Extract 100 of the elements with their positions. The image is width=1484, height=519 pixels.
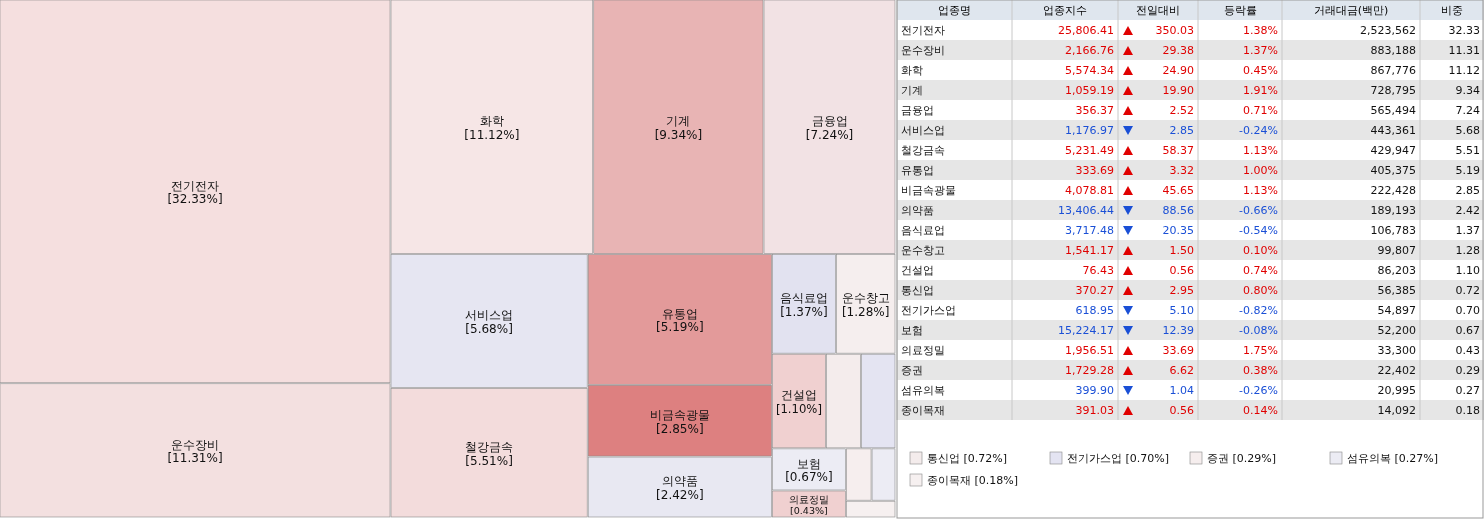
data-label: 0.56 (1169, 404, 1194, 417)
data-label: 15,224.17 (1058, 324, 1114, 337)
data-label: 32.33 (1448, 24, 1480, 37)
data-label: 1,956.51 (1065, 344, 1114, 357)
text: 업종지수 (1043, 4, 1087, 17)
data-label: 1.38% (1243, 24, 1278, 37)
data-label: 0.45% (1243, 64, 1278, 77)
data-label: 33,300 (1377, 344, 1416, 357)
category-label: 금융업 (901, 104, 934, 117)
data-label: 13,406.44 (1058, 204, 1114, 217)
data-label: 86,203 (1377, 264, 1416, 277)
data-label: [32.33%] (167, 192, 223, 207)
data-label: 1.04 (1169, 384, 1194, 397)
data-label: 52,200 (1377, 324, 1416, 337)
data-label: [2.42%] (656, 488, 704, 503)
data-label: 0.67 (1455, 324, 1480, 337)
category-label: 섬유의복 (1347, 452, 1391, 465)
category-label: 증권 (901, 364, 923, 377)
data-label: 1,541.17 (1065, 244, 1114, 257)
data-label: 2.52 (1169, 104, 1194, 117)
category-label: 전기가스업 (1067, 452, 1122, 465)
data-label: 2.95 (1169, 284, 1194, 297)
data-label: 2.85 (1455, 184, 1480, 197)
category-label: 금융업 (811, 113, 848, 128)
data-label: 333.69 (1075, 164, 1114, 177)
data-label: -0.08% (1239, 324, 1278, 337)
data-label: 1.13% (1243, 184, 1278, 197)
data-label: 189,193 (1370, 204, 1416, 217)
data-label: [0.27%] (1394, 452, 1439, 465)
category-label: 화학 (901, 64, 923, 77)
data-label: 1.75% (1243, 344, 1278, 357)
data-label: 0.80% (1243, 284, 1278, 297)
category-label: 비금속광물 (649, 407, 710, 422)
data-label: 0.70 (1455, 304, 1480, 317)
data-label: 54,897 (1377, 304, 1416, 317)
data-label: 565,494 (1370, 104, 1416, 117)
data-label: [0.67%] (785, 470, 833, 485)
data-label: [0.18%] (974, 474, 1019, 487)
data-label: 22,402 (1377, 364, 1416, 377)
data-label: 45.65 (1162, 184, 1194, 197)
data-label: [5.68%] (465, 321, 513, 336)
data-label: 20,995 (1377, 384, 1416, 397)
data-label: -0.26% (1239, 384, 1278, 397)
category-label: 기계 (901, 84, 923, 97)
data-label: 11.12 (1448, 64, 1480, 77)
category-label: 의료정밀 (788, 493, 829, 505)
category-label: 서비스업 (465, 308, 514, 323)
data-label: [7.24%] (805, 127, 854, 142)
category-label: 통신업 (927, 452, 960, 465)
category-label: 철강금속 (465, 439, 514, 454)
data-label: 1,176.97 (1065, 124, 1114, 137)
data-label: 5.10 (1169, 304, 1194, 317)
category-label: 화학 (479, 113, 504, 128)
data-label: 2.85 (1169, 124, 1194, 137)
data-label: 399.90 (1075, 384, 1114, 397)
data-label: 5,574.34 (1065, 64, 1114, 77)
data-label: 5.68 (1455, 124, 1480, 137)
data-label: 11.31 (1448, 44, 1480, 57)
data-label: 6.62 (1169, 364, 1194, 377)
data-label: [1.28%] (841, 304, 890, 319)
data-label: 25,806.41 (1058, 24, 1114, 37)
category-label: 종이목재 (927, 474, 971, 487)
data-label: 4,078.81 (1065, 184, 1114, 197)
text: 비중 (1441, 4, 1463, 17)
data-label: 2.42 (1455, 204, 1480, 217)
data-label: [1.10%] (775, 401, 822, 416)
category-label: 철강금속 (901, 144, 945, 157)
data-label: [5.19%] (656, 320, 704, 335)
category-label: 증권 (1207, 452, 1229, 465)
category-label: 운수장비 (901, 44, 945, 57)
data-label: -0.24% (1239, 124, 1278, 137)
category-label: 유통업 (901, 164, 934, 177)
category-label: 유통업 (661, 306, 698, 321)
category-label: 건설업 (901, 264, 934, 277)
category-label: 보험 (901, 324, 923, 337)
data-label: 405,375 (1370, 164, 1416, 177)
category-label: 의약품 (901, 204, 934, 217)
data-label: 58.37 (1162, 144, 1194, 157)
data-label: [5.51%] (465, 453, 513, 468)
data-label: 0.71% (1243, 104, 1278, 117)
data-label: 5.19 (1455, 164, 1480, 177)
data-label: 2,523,562 (1360, 24, 1416, 37)
data-label: 33.69 (1162, 344, 1194, 357)
text: 전일대비 (1136, 4, 1180, 17)
data-label: 867,776 (1370, 64, 1416, 77)
data-label: 20.35 (1162, 224, 1194, 237)
category-label: 비금속광물 (901, 184, 956, 197)
data-label: 99,807 (1377, 244, 1416, 257)
data-label: 56,385 (1377, 284, 1416, 297)
data-label: 1.91% (1243, 84, 1278, 97)
data-label: 1.50 (1169, 244, 1194, 257)
text: 거래대금(백만) (1313, 4, 1389, 17)
data-label: [11.12%] (464, 127, 520, 142)
data-label: 1,059.19 (1065, 84, 1114, 97)
data-label: 76.43 (1082, 264, 1114, 277)
category-label: 종이목재 (901, 404, 945, 417)
data-label: 370.27 (1075, 284, 1114, 297)
data-label: 1.13% (1243, 144, 1278, 157)
category-label: 운수장비 (171, 437, 220, 452)
data-label: 1.37 (1455, 224, 1480, 237)
